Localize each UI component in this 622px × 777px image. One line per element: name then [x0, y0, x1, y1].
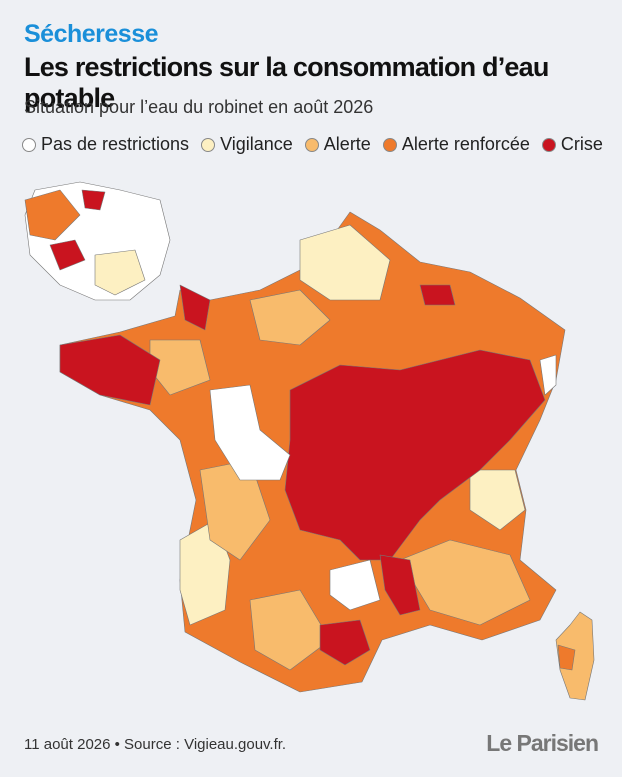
brand: Le Parisien — [486, 730, 599, 756]
subtitle: Situation pour l’eau du robinet en août … — [24, 97, 374, 117]
corsica — [555, 611, 595, 701]
source: 11 août 2026 • Source : Vigieau.gouv.fr. — [24, 736, 287, 753]
inset-region — [49, 239, 86, 271]
inset-region — [81, 189, 106, 211]
legend-swatch — [541, 137, 556, 152]
region — [179, 284, 211, 331]
inset-region — [94, 249, 146, 296]
legend-item: Pas de restrictions — [22, 134, 189, 155]
region — [249, 589, 331, 671]
legend-label: Pas de restrictions — [41, 134, 190, 154]
region — [469, 469, 526, 531]
legend-item: Alerte renforcée — [382, 134, 530, 155]
title: Les restrictions sur la consommation d’e… — [24, 52, 549, 113]
legend-swatch — [201, 137, 216, 152]
region — [209, 384, 291, 481]
kicker: Sécheresse — [24, 20, 159, 48]
legend-label: Alerte — [323, 134, 371, 154]
legend-swatch — [382, 137, 397, 152]
region — [59, 334, 161, 406]
region — [419, 284, 456, 306]
inset-region — [24, 189, 81, 241]
legend-item: Alerte — [304, 134, 371, 155]
legend-swatch — [304, 137, 319, 152]
region — [319, 619, 371, 666]
region — [379, 554, 421, 616]
legend-item: Vigilance — [201, 134, 293, 155]
region — [399, 539, 531, 626]
region — [539, 354, 557, 396]
region — [329, 559, 381, 611]
map — [24, 181, 595, 701]
region — [249, 289, 331, 346]
legend-item: Crise — [541, 134, 603, 155]
corsica — [557, 644, 576, 671]
region — [299, 224, 391, 301]
region — [284, 349, 546, 561]
legend-label: Crise — [560, 134, 603, 154]
legend-label: Vigilance — [220, 134, 293, 154]
legend-swatch — [22, 137, 36, 152]
legend: Pas de restrictions Vigilance Alerte Alerte… — [22, 134, 603, 155]
legend-label: Alerte renforcée — [401, 134, 530, 154]
